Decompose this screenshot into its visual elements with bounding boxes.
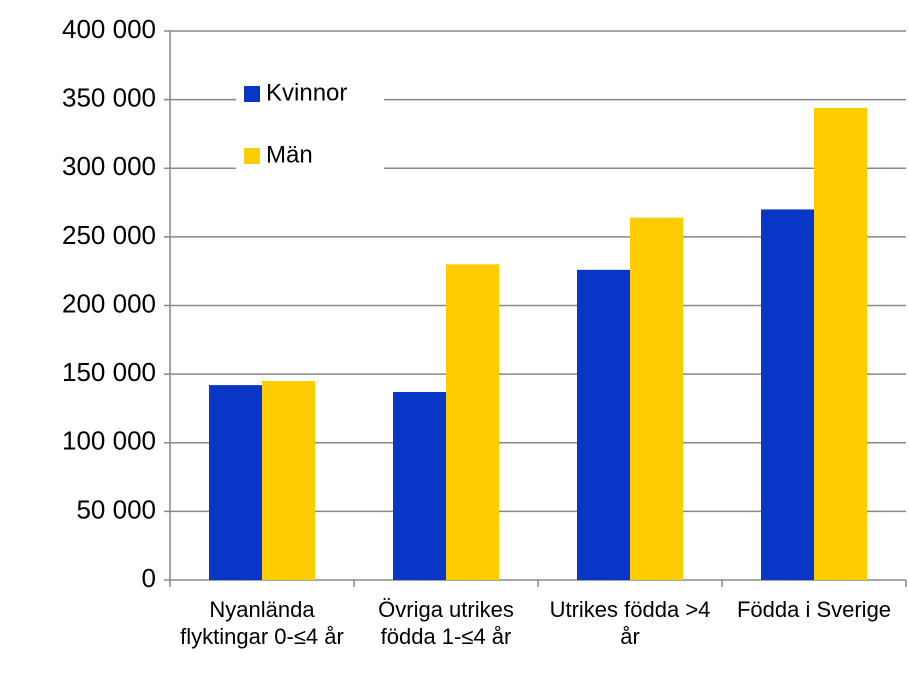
y-tick-label: 100 000 [62,426,156,456]
y-tick-label: 350 000 [62,83,156,113]
x-tick-label: Övriga utrikes födda 1-≤4 år [378,597,514,649]
y-tick-label: 300 000 [62,151,156,181]
y-tick-label: 400 000 [62,14,156,44]
x-tick-label: Nyanlända flyktingar 0-≤4 år [180,597,344,649]
legend-label: Kvinnor [266,79,347,106]
y-tick-label: 50 000 [76,494,156,524]
legend-swatch [244,148,260,164]
legend-swatch [244,86,260,102]
bar [814,107,867,581]
y-tick-label: 200 000 [62,288,156,318]
bar [630,217,683,580]
bar [262,380,315,580]
y-tick-label: 250 000 [62,220,156,250]
x-tick-label: Födda i Sverige [736,597,892,622]
legend-label: Män [266,141,313,168]
y-tick-label: 150 000 [62,357,156,387]
bar [446,264,499,580]
legend-box [236,68,384,182]
bar [761,209,814,581]
bar [209,385,262,580]
y-tick-label: 0 [142,563,156,593]
bar [577,269,630,580]
bar [393,391,446,580]
x-tick-label: Utrikes födda >4 år [549,597,711,649]
